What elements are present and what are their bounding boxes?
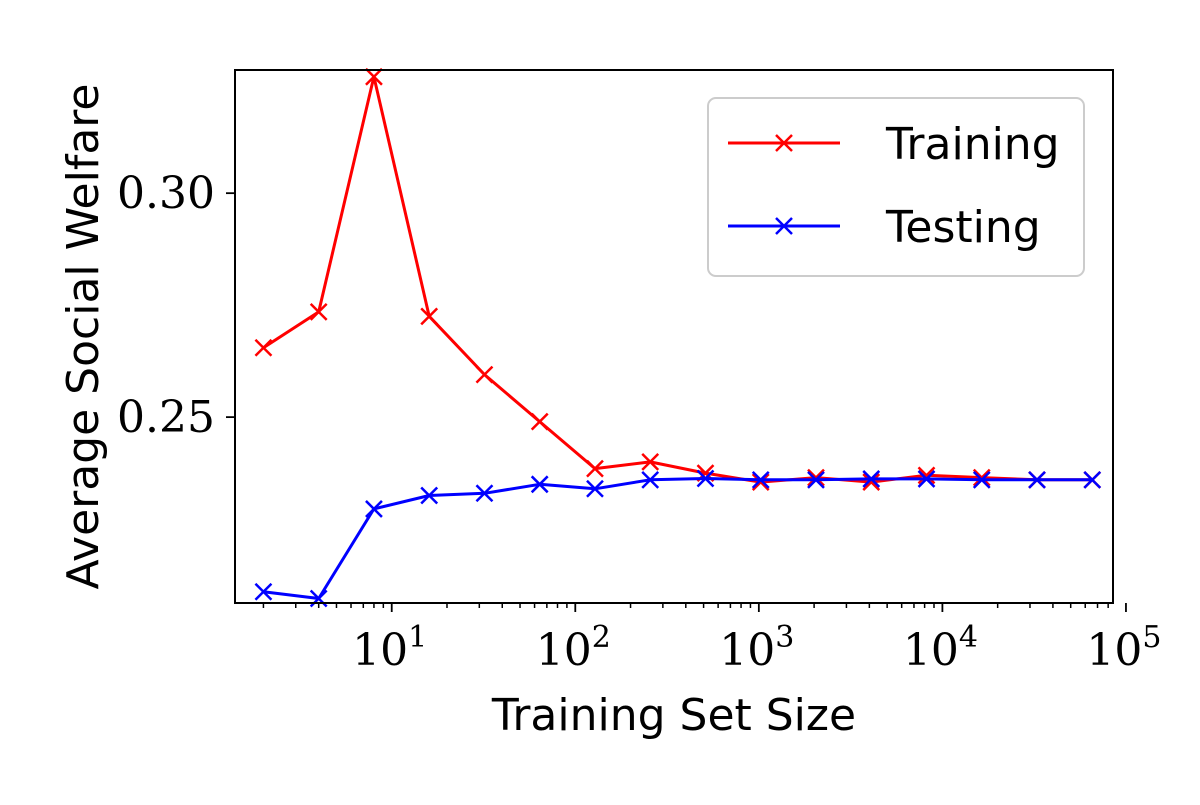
- data-point-testing: [751, 470, 770, 489]
- series-line-training: [262, 75, 1093, 484]
- data-point-testing: [365, 500, 383, 518]
- x-tick-label: 105: [1086, 620, 1161, 676]
- x-tick-label: 102: [536, 620, 611, 676]
- data-point-testing: [1083, 470, 1102, 489]
- x-tick-label: 101: [352, 620, 427, 676]
- data-point-training: [254, 338, 273, 357]
- legend-marker: [775, 134, 793, 152]
- legend-item-testing: Testing: [728, 202, 1041, 253]
- data-point-testing: [586, 479, 604, 498]
- data-point-testing: [254, 582, 273, 601]
- x-axis-ticks: 101 102 103 104 105: [262, 603, 1162, 676]
- legend-item-training: Training: [728, 119, 1060, 170]
- data-point-testing: [1028, 470, 1046, 489]
- legend-label: Training: [885, 119, 1060, 170]
- data-point-training: [309, 302, 328, 321]
- data-point-testing: [917, 470, 936, 488]
- data-point-training: [365, 67, 383, 86]
- data-point-training: [641, 453, 660, 471]
- y-tick-label: 0.25: [117, 392, 215, 443]
- data-point-training: [530, 412, 549, 431]
- y-axis-ticks: 0.25 0.30: [117, 168, 235, 443]
- data-point-testing: [972, 470, 991, 489]
- data-point-training: [751, 473, 770, 491]
- series-line-testing: [263, 477, 1093, 600]
- data-point-training: [862, 473, 881, 491]
- data-point-testing: [862, 470, 881, 488]
- y-axis-label: Average Social Welfare: [58, 84, 109, 590]
- data-point-testing: [475, 484, 494, 503]
- y-tick-label: 0.30: [117, 168, 215, 219]
- plot-frame: [234, 69, 1114, 604]
- data-point-training: [420, 307, 439, 326]
- data-point-testing: [807, 470, 825, 489]
- legend-label: Testing: [885, 202, 1041, 253]
- data-point-testing: [420, 486, 439, 505]
- x-tick-label: 103: [719, 620, 794, 676]
- x-tick-label: 104: [903, 620, 978, 676]
- data-point-training: [475, 365, 494, 384]
- data-point-testing: [641, 470, 660, 489]
- data-point-training: [917, 466, 936, 485]
- data-point-testing: [696, 469, 715, 488]
- data-point-training: [972, 468, 991, 487]
- legend: Training Testing: [707, 97, 1085, 277]
- legend-marker: [775, 217, 793, 235]
- data-point-testing: [530, 475, 549, 494]
- series-layer: [254, 67, 1102, 608]
- data-point-training: [586, 459, 604, 478]
- x-axis-label: Training Set Size: [491, 690, 856, 741]
- data-point-training: [807, 468, 825, 487]
